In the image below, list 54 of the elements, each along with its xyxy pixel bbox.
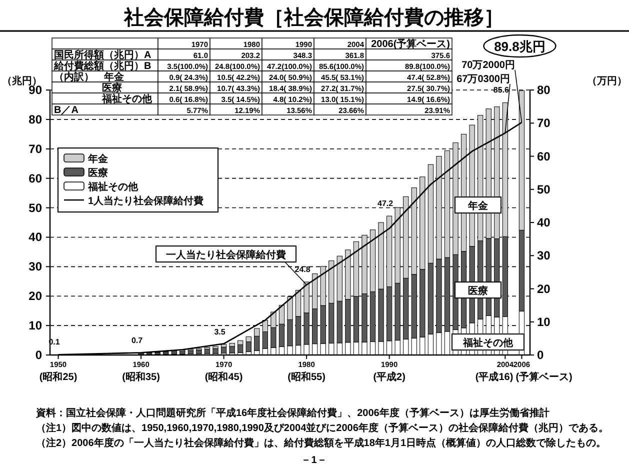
legend-label: 1人当たり社会保障給付費 — [88, 195, 204, 207]
total-label: 3.5 — [214, 327, 226, 336]
text: (昭和45) — [204, 371, 243, 383]
legend-label: 医療 — [88, 167, 108, 179]
text: 2006(予算ベース) — [371, 38, 450, 50]
y-tick-label: 60 — [28, 171, 42, 186]
y2-tick-label: 50 — [537, 182, 551, 196]
y-tick-label: 20 — [28, 289, 42, 304]
annotation: B／A — [54, 105, 78, 116]
data-label: 70万2000円 — [462, 60, 515, 71]
annotation: 一人当たり社会保障給付費 — [166, 249, 286, 261]
y-tick-label: 50 — [28, 200, 42, 215]
total-label: 47.2 — [378, 199, 394, 208]
annotation: 福祉その他 — [462, 337, 514, 349]
legend-label: 福祉その他 — [87, 181, 139, 193]
y-tick-label: 70 — [28, 142, 42, 156]
y2-tick-label: 60 — [537, 149, 551, 164]
annotation: 年金 — [467, 200, 489, 212]
text: (予算ベース) — [516, 371, 572, 383]
y-axis-title: （兆円） — [2, 75, 42, 87]
annotation: 医療 — [102, 82, 122, 94]
text: （注2）2006年度の「一人当たり社会保障給付費」は、給付費総額を平成18年1月1日時点（概算値）の人口総数で除したもの。 — [36, 437, 606, 449]
text: 国民所得額（兆円）A — [54, 49, 152, 61]
text: （内訳） 年金 — [54, 71, 125, 83]
text: (平成16) — [475, 371, 514, 383]
text: （注1）図中の数値は、1950,1960,1970,1980,1990及び2004並びに2006年度（予算ベース）の社会保障給付費（兆円）である。 — [36, 422, 608, 434]
text: 給付費総額（兆円）B — [53, 60, 152, 72]
legend-label: 年金 — [87, 153, 109, 165]
data-label: 67万0300円 — [456, 74, 510, 85]
total-label: 0.7 — [131, 336, 144, 345]
text: (平成2) — [373, 371, 406, 383]
y2-axis-title: （万円） — [587, 76, 627, 87]
y-tick-label: 40 — [28, 230, 42, 244]
y-tick-label: 30 — [28, 260, 42, 274]
text: (昭和55) — [288, 371, 326, 383]
annotation: 福祉その他 — [101, 93, 153, 105]
text: (昭和35) — [122, 371, 160, 383]
y-tick-label: 80 — [28, 112, 42, 126]
y2-tick-label: 70 — [537, 116, 551, 130]
y-tick-label: 0 — [35, 348, 42, 362]
text: －1－ — [301, 455, 327, 466]
y2-tick-label: 20 — [537, 282, 551, 296]
text: 資料：国立社会保障・人口問題研究所「平成16年度社会保障給付費」、2006年度（予算ベース）は厚生労働省推計 — [35, 407, 550, 419]
y2-tick-label: 30 — [537, 248, 551, 263]
annotation: 医療 — [468, 285, 488, 297]
total-label: 24.8 — [294, 264, 311, 274]
y2-tick-label: 40 — [537, 216, 551, 230]
chart-title: 社会保障給付費［社会保障給付費の推移］ — [123, 6, 504, 29]
y2-tick-label: 10 — [537, 314, 551, 329]
y2-tick-label: 0 — [537, 348, 544, 362]
text: (昭和25) — [39, 371, 78, 383]
y2-tick-label: 80 — [537, 83, 551, 97]
y-tick-label: 10 — [28, 318, 42, 333]
total-label: 89.8兆円 — [494, 39, 546, 54]
